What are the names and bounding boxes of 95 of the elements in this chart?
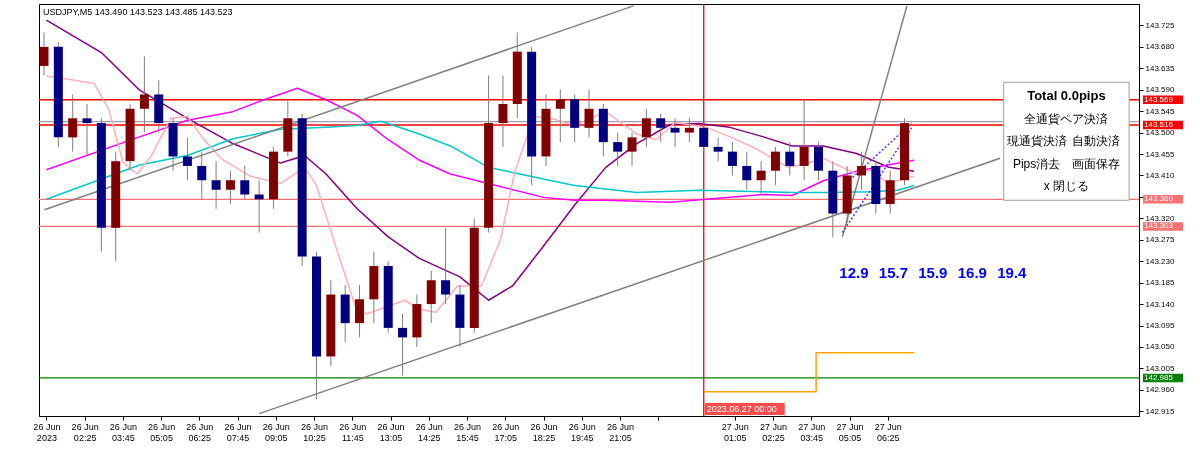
candlestick bbox=[699, 122, 709, 153]
candlestick bbox=[441, 227, 451, 305]
candlestick bbox=[813, 141, 823, 181]
x-tick-label: 26 Jun 2023 bbox=[33, 421, 61, 443]
candlestick bbox=[613, 132, 623, 167]
candlestick bbox=[82, 103, 92, 157]
line-series bbox=[45, 19, 915, 302]
candlestick bbox=[211, 160, 221, 210]
chart-title: USDJPY,M5 143.490 143.523 143.485 143.523 bbox=[43, 7, 233, 17]
candlestick bbox=[756, 160, 766, 196]
candlestick bbox=[398, 313, 408, 377]
y-tick-label: 142.915 bbox=[1145, 406, 1175, 416]
annotation: 全通貨ペア決済 bbox=[1024, 111, 1109, 126]
y-tick-label: 143.320 bbox=[1145, 213, 1175, 223]
x-tick-label: 26 Jun 11:45 bbox=[339, 421, 367, 443]
x-tick-label: 27 Jun 05:05 bbox=[836, 421, 864, 443]
x-tick-label: 26 Jun 03:45 bbox=[109, 421, 137, 443]
candlestick bbox=[68, 94, 78, 153]
y-tick-label: 143.005 bbox=[1145, 363, 1175, 373]
candlestick bbox=[770, 146, 780, 186]
line-series bbox=[45, 120, 915, 201]
candlestick bbox=[684, 117, 694, 143]
annotation: 自動決済 bbox=[1072, 134, 1121, 149]
x-tick-label: 27 Jun 01:05 bbox=[721, 421, 749, 443]
candlestick bbox=[355, 284, 365, 338]
y-tick-label: 143.050 bbox=[1145, 342, 1175, 352]
y-tick-label: 143.635 bbox=[1145, 63, 1175, 73]
annotation: 19.4 bbox=[997, 263, 1028, 281]
candlestick bbox=[39, 32, 49, 76]
y-tick-label: 143.500 bbox=[1145, 128, 1175, 138]
candlestick bbox=[627, 132, 637, 167]
x-tick-label: 27 Jun 03:45 bbox=[798, 421, 826, 443]
y-tick-label: 143.410 bbox=[1145, 170, 1175, 180]
annotation: 画面保存 bbox=[1072, 156, 1121, 171]
candlestick bbox=[727, 141, 737, 176]
y-tick-label: 143.230 bbox=[1145, 256, 1175, 266]
y-tick-label: 143.545 bbox=[1145, 106, 1175, 116]
y-tick-label: 143.725 bbox=[1145, 20, 1175, 30]
candlestick bbox=[656, 113, 666, 143]
x-tick-label: 26 Jun 14:25 bbox=[415, 421, 443, 443]
annotation: 現通貨決済 bbox=[1006, 134, 1067, 149]
y-tick-label: 143.095 bbox=[1145, 321, 1175, 330]
x-tick-label: 26 Jun 13:05 bbox=[377, 421, 405, 443]
candlestick bbox=[857, 151, 866, 191]
ref-line-label: 143.569 bbox=[1144, 94, 1174, 104]
x-tick-label: 26 Jun 05:05 bbox=[148, 421, 176, 443]
annotation: 15.9 bbox=[918, 263, 948, 281]
candlestick bbox=[139, 55, 149, 134]
ref-line-label: 143.516 bbox=[1144, 119, 1174, 129]
candlestick bbox=[641, 108, 651, 148]
annotation: x 閉じる bbox=[1043, 179, 1090, 194]
candlestick bbox=[885, 170, 895, 215]
ref-line-label: 143.303 bbox=[1144, 221, 1174, 231]
ref-line-label: 142.985 bbox=[1144, 372, 1174, 382]
candlestick bbox=[799, 98, 809, 181]
x-tick-label: 26 Jun 15:45 bbox=[454, 421, 482, 443]
x-tick-label: 27 Jun 06:25 bbox=[874, 421, 902, 443]
candlestick bbox=[225, 170, 235, 205]
x-tick-label: 27 Jun 02:25 bbox=[760, 421, 788, 443]
x-tick-label: 26 Jun 17:05 bbox=[492, 421, 520, 443]
x-tick-label: 26 Jun 18:25 bbox=[530, 421, 558, 443]
candlestick bbox=[670, 117, 680, 148]
candlestick bbox=[498, 74, 508, 148]
ref-line-label: 2023.06.27 00:00 bbox=[706, 404, 777, 414]
candlestick bbox=[584, 89, 594, 138]
ref-line-label: 143.360 bbox=[1144, 194, 1174, 204]
annotation: Pips消去 bbox=[1012, 156, 1061, 171]
annotation: 12.9 bbox=[839, 263, 869, 281]
x-tick-label: 26 Jun 09:05 bbox=[262, 421, 290, 443]
x-tick-label: 26 Jun 02:25 bbox=[71, 421, 99, 443]
y-tick-label: 143.455 bbox=[1145, 149, 1175, 159]
annotation: 15.7 bbox=[878, 263, 908, 281]
candlestick bbox=[197, 151, 207, 200]
x-tick-label: 26 Jun 07:45 bbox=[224, 421, 252, 443]
y-tick-label: 143.680 bbox=[1145, 42, 1175, 52]
y-tick-label: 143.275 bbox=[1145, 235, 1175, 245]
x-tick-label: 26 Jun 06:25 bbox=[186, 421, 214, 443]
line-series bbox=[45, 87, 915, 203]
y-tick-label: 143.590 bbox=[1145, 85, 1175, 95]
candlestick bbox=[713, 136, 723, 162]
candlestick bbox=[555, 89, 565, 143]
candlestick bbox=[785, 141, 795, 176]
annotation: Total 0.0pips bbox=[1027, 88, 1106, 104]
x-tick-label: 26 Jun 21:05 bbox=[607, 421, 635, 443]
candlestick bbox=[240, 165, 250, 200]
y-tick-label: 143.185 bbox=[1145, 278, 1175, 288]
candlestick bbox=[426, 270, 436, 324]
x-tick-label: 26 Jun 10:25 bbox=[301, 421, 329, 443]
y-tick-label: 142.960 bbox=[1145, 385, 1175, 395]
line-series bbox=[45, 75, 915, 315]
candlestick bbox=[742, 151, 752, 191]
y-tick-label: 143.140 bbox=[1145, 299, 1175, 309]
candlestick bbox=[182, 136, 192, 181]
annotation: 16.9 bbox=[957, 263, 987, 281]
x-tick-label: 26 Jun 19:45 bbox=[568, 421, 596, 443]
